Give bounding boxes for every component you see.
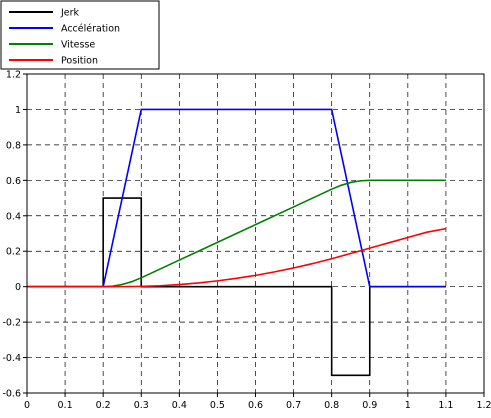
x-tick-label: 0.4 — [172, 400, 187, 411]
legend: Jerk Accélération Vitesse Position — [0, 0, 160, 70]
x-tick-label: 0.8 — [324, 400, 339, 411]
y-tick-label: 0.8 — [6, 140, 21, 151]
legend-label: Vitesse — [61, 40, 95, 51]
series-line-vitesse — [27, 179, 446, 288]
x-tick-label: 0.9 — [362, 400, 377, 411]
y-tick-label: 0.2 — [6, 247, 21, 258]
x-tick-label: 0.6 — [248, 400, 263, 411]
series-line-position — [27, 227, 447, 288]
x-tick-label: 0.5 — [210, 400, 225, 411]
x-tick-label: 1.2 — [476, 400, 491, 411]
y-tick-label: -0.2 — [2, 318, 21, 329]
x-tick-label: 0.2 — [96, 400, 111, 411]
x-tick-label: 0.7 — [286, 400, 301, 411]
series-line-acceleration — [27, 108, 446, 288]
series-lines — [27, 108, 447, 377]
y-tick-label: -0.6 — [2, 389, 21, 400]
x-tick-label: 0 — [24, 400, 30, 411]
y-tick-label: 0 — [15, 282, 21, 293]
x-tick-label: 0.3 — [134, 400, 149, 411]
grid-lines — [27, 74, 484, 393]
axes — [23, 73, 485, 397]
tick-labels: 0 0.1 0.2 0.3 0.4 0.5 0.6 0.7 0.8 0.9 1 1.1 1.2 -0.6 -… — [2, 70, 491, 412]
x-tick-label: 1 — [405, 400, 411, 411]
series-line-jerk — [27, 197, 446, 377]
y-tick-label: 1 — [15, 105, 21, 116]
legend-label: Jerk — [60, 8, 80, 19]
legend-label: Position — [61, 56, 98, 67]
y-tick-label: 1.2 — [6, 70, 21, 81]
y-tick-label: -0.4 — [2, 353, 21, 364]
x-tick-label: 0.1 — [58, 400, 73, 411]
y-tick-label: 0.6 — [6, 176, 21, 187]
x-tick-label: 1.1 — [438, 400, 453, 411]
legend-label: Accélération — [61, 24, 120, 35]
y-tick-label: 0.4 — [6, 211, 21, 222]
